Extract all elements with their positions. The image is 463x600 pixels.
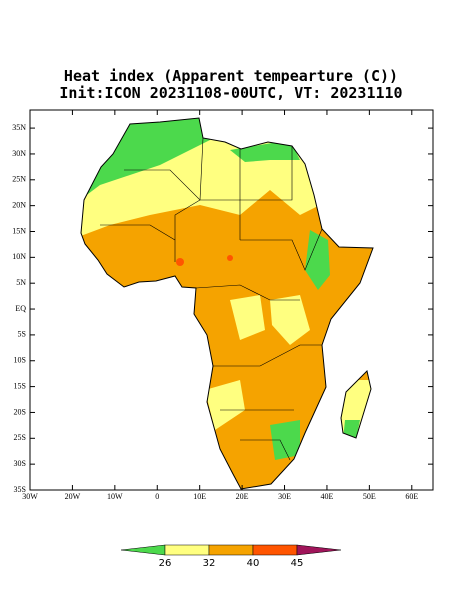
lon-label: 20W bbox=[65, 492, 81, 501]
lat-label: 25S bbox=[14, 433, 26, 442]
lat-label: 25N bbox=[12, 175, 26, 184]
colorbar-segment bbox=[252, 544, 298, 556]
colorbar-segment bbox=[208, 544, 254, 556]
lat-label: 15N bbox=[12, 226, 26, 235]
lon-label: 10E bbox=[193, 492, 206, 501]
colorbar-label: 40 bbox=[247, 558, 260, 569]
lat-label: 20N bbox=[12, 200, 26, 209]
lat-label: 20S bbox=[14, 407, 26, 416]
lon-label: 40E bbox=[321, 492, 334, 501]
colorbar-segment bbox=[120, 544, 166, 556]
colorbar-label: 32 bbox=[203, 558, 216, 569]
borders bbox=[100, 137, 323, 461]
lat-label: 10N bbox=[12, 252, 26, 261]
lon-label: 30W bbox=[22, 492, 38, 501]
colorbar-segment bbox=[296, 544, 342, 556]
map-frame bbox=[29, 109, 434, 491]
colorbar-label: 26 bbox=[159, 558, 172, 569]
lon-label: 0 bbox=[155, 492, 159, 501]
lat-label: 35S bbox=[14, 485, 26, 494]
lat-label: 35N bbox=[12, 123, 26, 132]
lat-label: 5N bbox=[16, 278, 26, 287]
lat-label: 15S bbox=[14, 381, 26, 390]
colorbar-segment bbox=[164, 544, 210, 556]
subtitle: Init:ICON 20231108-00UTC, VT: 20231110 bbox=[59, 84, 402, 102]
lon-label: 20E bbox=[236, 492, 249, 501]
colorbar-label: 45 bbox=[291, 558, 304, 569]
lon-label: 50E bbox=[363, 492, 376, 501]
lon-label: 10W bbox=[107, 492, 123, 501]
lon-label: 30E bbox=[278, 492, 291, 501]
lat-label: 30N bbox=[12, 149, 26, 158]
lat-label: 10S bbox=[14, 356, 26, 365]
lat-label: 30S bbox=[14, 459, 26, 468]
lat-label: 5S bbox=[18, 330, 26, 339]
title: Heat index (Apparent tempearture (C)) bbox=[64, 67, 398, 85]
lat-label: EQ bbox=[15, 304, 26, 313]
lon-label: 60E bbox=[405, 492, 418, 501]
